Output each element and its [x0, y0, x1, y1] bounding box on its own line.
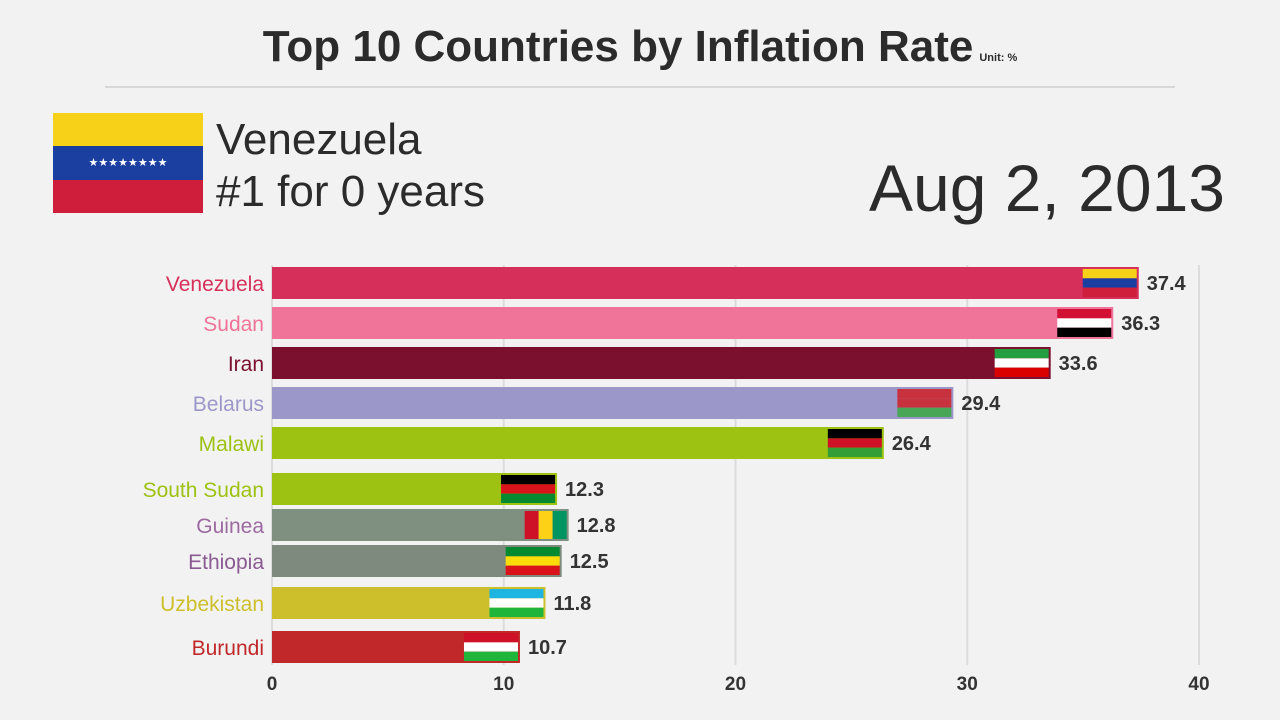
category-label: Guinea	[196, 515, 264, 538]
iran-flag-icon	[994, 358, 1049, 368]
category-label: Sudan	[203, 313, 264, 336]
venezuela-flag-icon: ★★★★★★★★	[53, 113, 203, 213]
south-sudan-flag-icon	[501, 493, 556, 503]
guinea-flag-icon	[538, 511, 553, 539]
category-label: Iran	[228, 353, 264, 376]
venezuela-flag-icon	[1082, 269, 1137, 279]
value-label: 29.4	[961, 393, 1001, 415]
value-label: 12.8	[577, 515, 616, 537]
title-divider	[105, 86, 1175, 88]
value-label: 12.3	[565, 479, 604, 501]
leader-panel: Venezuela #1 for 0 years	[216, 114, 485, 218]
iran-flag-icon	[994, 367, 1049, 377]
leader-name: Venezuela	[216, 115, 422, 164]
date-label: Aug 2, 2013	[869, 151, 1225, 225]
leader-streak: #1 for 0 years	[216, 167, 486, 216]
venezuela-flag-icon	[1082, 278, 1137, 288]
south-sudan-flag-icon	[501, 475, 556, 485]
belarus-flag-icon	[897, 389, 952, 399]
belarus-flag-icon	[897, 407, 952, 417]
value-label: 12.5	[570, 551, 609, 573]
bar-sudan	[272, 307, 1114, 339]
title-text: Top 10 Countries by Inflation Rate	[262, 22, 974, 71]
category-label: Burundi	[192, 637, 264, 660]
chart-title: Top 10 Countries by Inflation Rate Unit: …	[0, 22, 1280, 72]
category-label: Venezuela	[166, 273, 264, 296]
bar-venezuela	[272, 267, 1139, 299]
ethiopia-flag-icon	[505, 565, 560, 575]
venezuela-flag-icon	[1082, 287, 1137, 297]
uzbekistan-flag-icon	[489, 589, 544, 599]
bar-iran	[272, 347, 1051, 379]
category-label: South Sudan	[143, 479, 264, 502]
category-label: Malawi	[199, 433, 264, 456]
x-tick-label: 30	[957, 674, 978, 695]
sudan-flag-icon	[1057, 327, 1112, 337]
value-label: 33.6	[1059, 353, 1098, 375]
malawi-flag-icon	[827, 447, 882, 457]
value-label: 10.7	[528, 637, 567, 659]
iran-flag-icon	[994, 349, 1049, 359]
value-label: 37.4	[1147, 273, 1187, 295]
category-label: Uzbekistan	[160, 593, 264, 616]
uzbekistan-flag-icon	[489, 598, 544, 608]
value-label: 36.3	[1121, 313, 1160, 335]
burundi-flag-icon	[463, 642, 518, 652]
burundi-flag-icon	[463, 651, 518, 661]
x-tick-label: 0	[267, 674, 278, 695]
guinea-flag-icon	[552, 511, 567, 539]
x-tick-label: 20	[725, 674, 746, 695]
sudan-flag-icon	[1057, 309, 1112, 319]
guinea-flag-icon	[524, 511, 539, 539]
uzbekistan-flag-icon	[489, 607, 544, 617]
bar-guinea	[272, 509, 569, 541]
south-sudan-flag-icon	[501, 484, 556, 494]
x-tick-label: 40	[1188, 674, 1209, 695]
value-label: 11.8	[553, 593, 591, 615]
belarus-flag-icon	[897, 398, 952, 408]
value-label: 26.4	[892, 433, 932, 455]
ethiopia-flag-icon	[505, 556, 560, 566]
bar-belarus	[272, 387, 954, 419]
bar-malawi	[272, 427, 884, 459]
sudan-flag-icon	[1057, 318, 1112, 328]
category-label: Ethiopia	[188, 551, 264, 574]
burundi-flag-icon	[463, 633, 518, 643]
unit-label: Unit: %	[979, 52, 1018, 64]
ethiopia-flag-icon	[505, 547, 560, 557]
malawi-flag-icon	[827, 429, 882, 439]
malawi-flag-icon	[827, 438, 882, 448]
x-tick-label: 10	[493, 674, 514, 695]
category-label: Belarus	[193, 393, 264, 416]
